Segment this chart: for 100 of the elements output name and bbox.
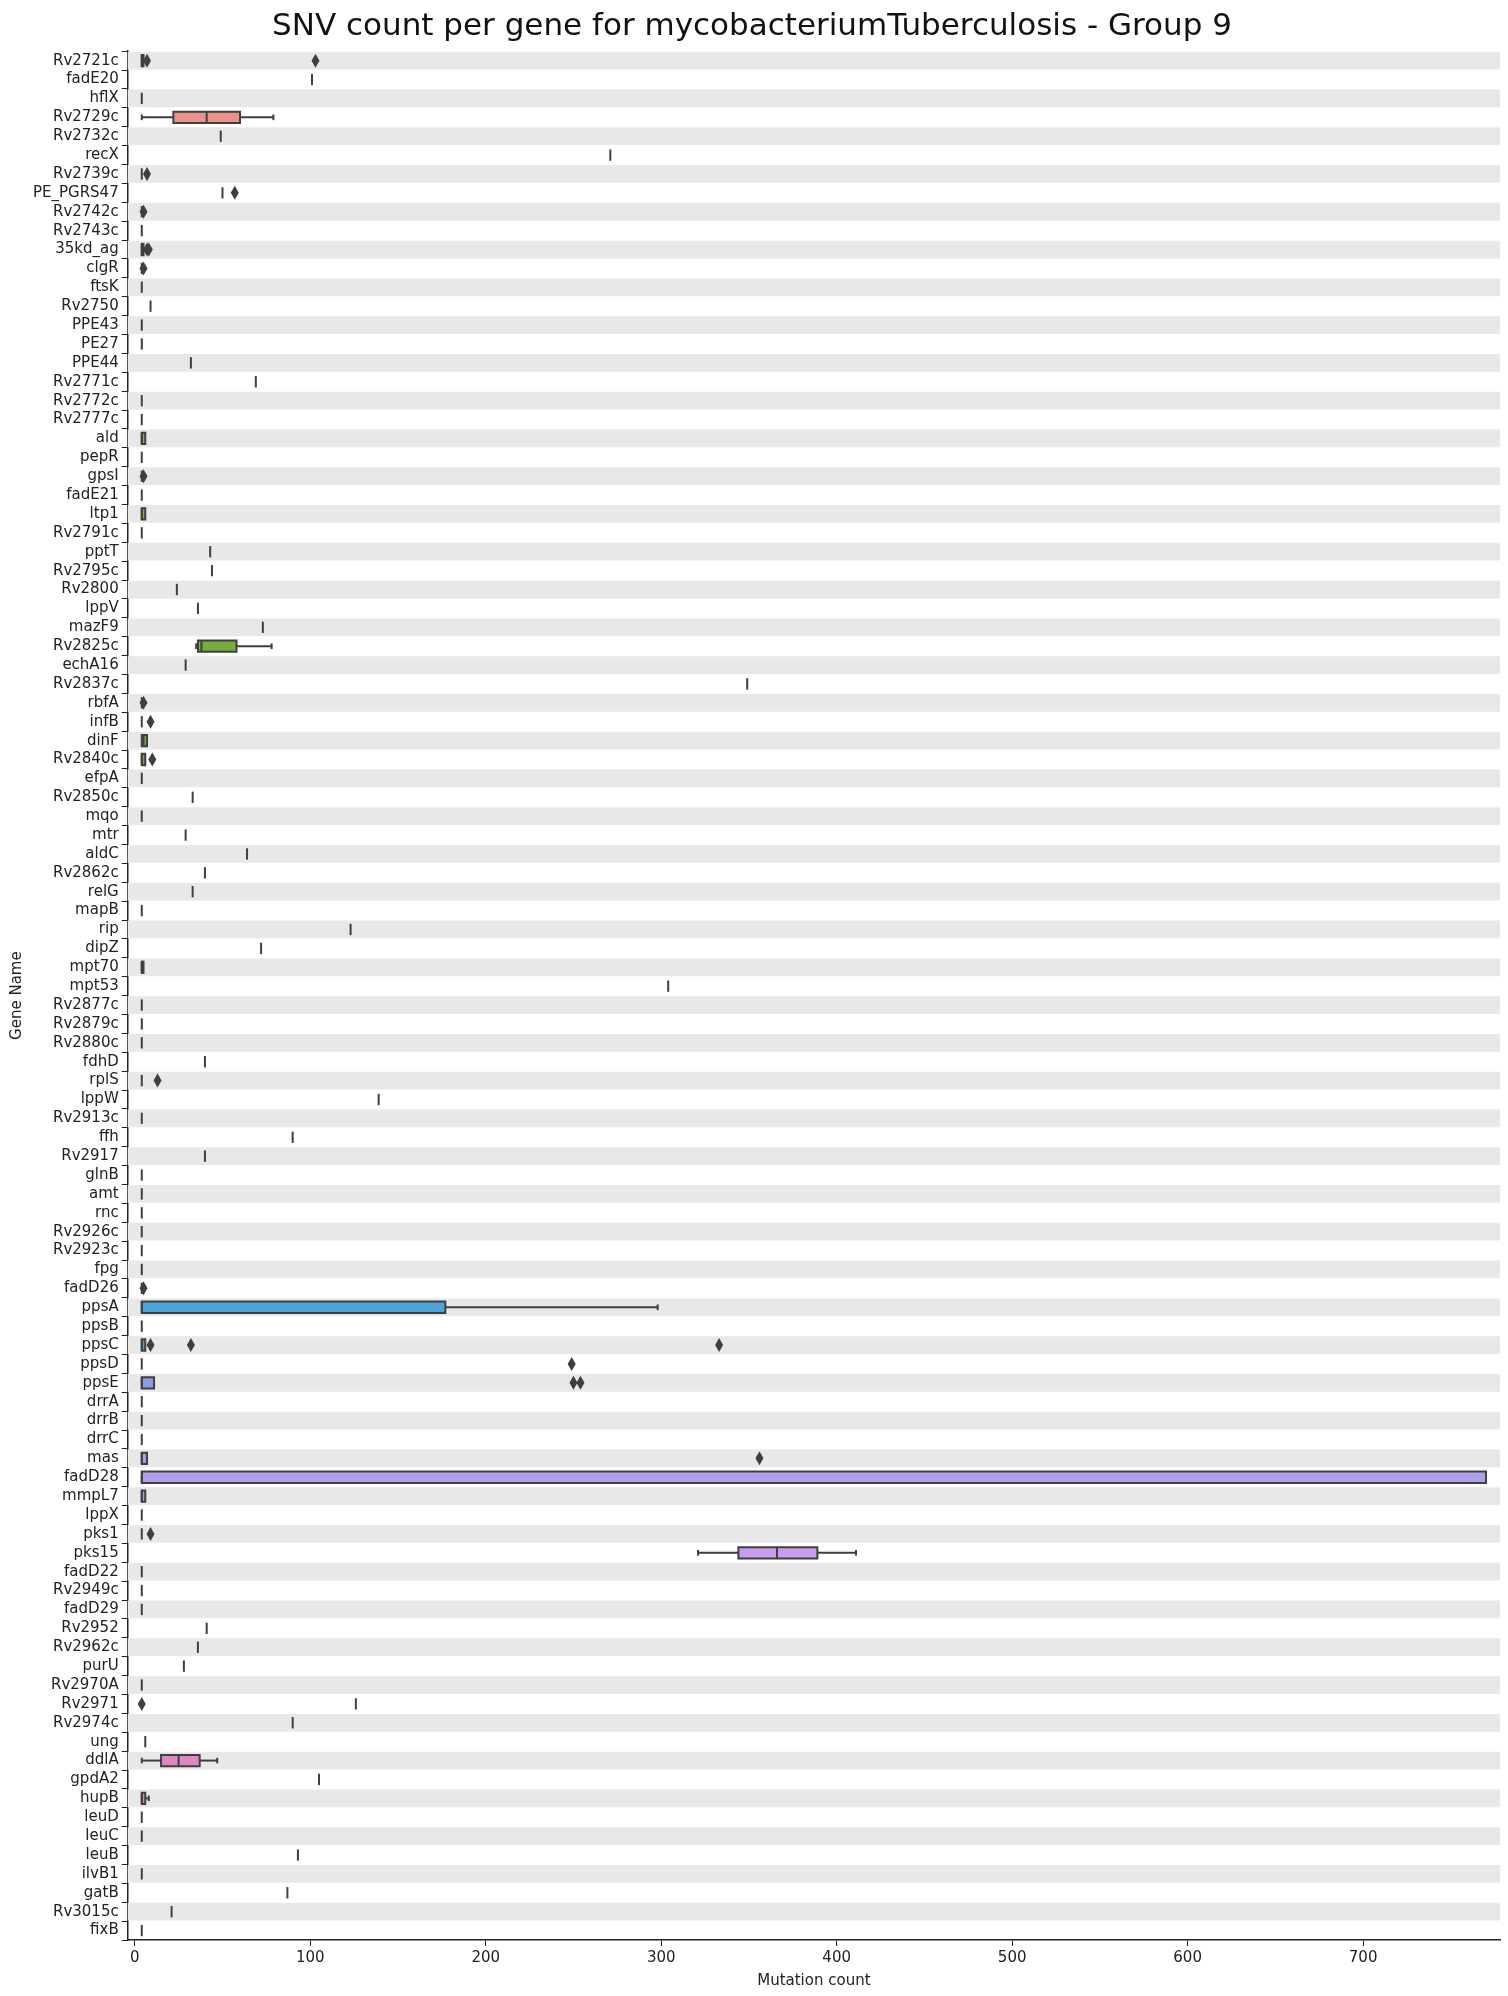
y-tick-label: mmpL7 [62, 1486, 119, 1505]
y-tick-label: fadD26 [64, 1278, 119, 1297]
x-tick-label: 400 [822, 1947, 851, 1966]
y-tick-label: Rv2732c [52, 126, 119, 145]
y-tick-label: Rv2837c [52, 673, 119, 692]
y-tick-label: Rv2742c [52, 201, 119, 220]
y-tick-label: gpsI [87, 466, 119, 485]
y-tick-label: Rv2795c [52, 560, 119, 579]
y-tick-label: PPE43 [72, 314, 119, 333]
y-tick-label: fpg [94, 1259, 119, 1278]
x-axis-title: Mutation count [757, 1970, 871, 1989]
y-axis-title: Gene Name [6, 951, 25, 1040]
y-tick-label: pptT [84, 541, 120, 560]
y-tick-label: PE_PGRS47 [32, 182, 119, 202]
y-tick-label: rnc [95, 1202, 119, 1221]
y-tick-label: ftsK [90, 277, 120, 296]
y-tick-label: fadD29 [64, 1599, 119, 1618]
y-tick-label: Rv2772c [52, 390, 119, 409]
y-tick-label: Rv2743c [52, 220, 119, 239]
y-tick-label: ppsB [81, 1316, 119, 1335]
x-tick-label: 600 [1173, 1947, 1202, 1966]
y-tick-label: Rv2840c [52, 749, 119, 768]
y-tick-label: Rv2721c [52, 50, 119, 69]
y-tick-label: dinF [86, 730, 119, 749]
y-tick-label: fixB [90, 1920, 119, 1939]
y-tick-label: drrC [86, 1429, 119, 1448]
y-tick-label: mtr [92, 824, 120, 843]
y-tick-label: drrA [86, 1391, 120, 1410]
y-tick-label: clgR [86, 258, 119, 277]
y-tick-label: fadE21 [66, 484, 119, 503]
y-tick-label: infB [89, 711, 119, 730]
y-tick-label: rplS [89, 1070, 119, 1089]
y-tick-label: Rv2800 [61, 579, 119, 598]
y-tick-label: rip [98, 919, 119, 938]
x-tick-label: 700 [1348, 1947, 1378, 1966]
y-tick-label: Rv2923c [52, 1240, 119, 1259]
y-tick-label: Rv2917 [61, 1146, 119, 1165]
y-tick-label: Rv2771c [52, 371, 119, 390]
y-tick-label: efpA [84, 768, 120, 787]
y-tick-label: pepR [80, 447, 119, 466]
y-tick-label: lppV [85, 598, 120, 617]
y-tick-label: purU [82, 1656, 119, 1675]
y-tick-label: lppW [80, 1089, 119, 1108]
y-tick-label: rbfA [87, 692, 120, 711]
y-tick-label: amt [89, 1183, 119, 1202]
y-tick-label: Rv2913c [52, 1108, 119, 1127]
y-tick-label: gpdA2 [70, 1769, 119, 1788]
y-tick-label: fadD28 [64, 1467, 119, 1486]
y-tick-label: mqo [85, 806, 119, 825]
y-tick-label: Rv2974c [52, 1712, 119, 1731]
y-tick-label: Rv2949c [52, 1580, 119, 1599]
x-tick-label: 200 [471, 1947, 501, 1966]
y-tick-label: PE27 [81, 333, 119, 352]
y-tick-label: Rv2971 [61, 1693, 119, 1712]
y-tick-label: hflX [89, 88, 119, 107]
y-tick-label: drrB [86, 1410, 119, 1429]
y-tick-label: gatB [83, 1882, 119, 1901]
y-tick-label: mazF9 [68, 617, 119, 636]
y-tick-label: ppsA [81, 1297, 120, 1316]
y-tick-label: Rv2880c [52, 1032, 119, 1051]
y-tick-label: ppsD [80, 1353, 119, 1372]
y-tick-label: pks15 [73, 1542, 119, 1561]
y-tick-label: mas [87, 1448, 119, 1467]
y-tick-label: 35kd_ag [55, 239, 119, 259]
y-tick-label: fdhD [82, 1051, 119, 1070]
y-tick-label: leuD [84, 1807, 119, 1826]
y-tick-label: recX [85, 144, 119, 163]
y-tick-label: aldC [85, 843, 119, 862]
y-tick-label: Rv2877c [52, 994, 119, 1013]
x-tick-label: 500 [997, 1947, 1027, 1966]
y-tick-label: Rv3015c [52, 1901, 119, 1920]
y-tick-label: leuC [85, 1826, 119, 1845]
y-tick-label: echA16 [62, 654, 119, 673]
y-tick-label: ppsC [81, 1334, 119, 1353]
y-tick-label: ffh [98, 1127, 119, 1146]
y-tick-label: ilvB1 [81, 1863, 119, 1882]
y-tick-label: leuB [85, 1844, 119, 1863]
y-tick-label: Rv2970A [50, 1674, 120, 1693]
y-tick-label: Rv2962c [52, 1637, 119, 1656]
y-tick-label: Rv2926c [52, 1221, 119, 1240]
y-tick-label: ung [90, 1731, 119, 1750]
y-tick-label: Rv2952 [61, 1618, 119, 1637]
y-tick-label: mapB [75, 900, 119, 919]
y-tick-label: Rv2791c [52, 522, 119, 541]
y-tick-label: lppX [85, 1504, 119, 1523]
y-tick-label: ald [95, 428, 119, 447]
y-tick-label: Rv2750 [61, 296, 119, 315]
y-tick-label: pks1 [83, 1523, 119, 1542]
x-tick-label: 300 [646, 1947, 676, 1966]
y-tick-label: fadE20 [66, 69, 119, 88]
y-tick-label: ltp1 [89, 503, 119, 522]
chart-title: SNV count per gene for mycobacteriumTuberculosis - Group 9 [272, 5, 1232, 42]
y-tick-label: mpt70 [69, 957, 119, 976]
y-tick-label: ddlA [85, 1750, 120, 1769]
y-tick-label: relG [87, 881, 119, 900]
y-tick-label: fadD22 [64, 1561, 119, 1580]
y-tick-label: Rv2739c [52, 163, 119, 182]
y-tick-label: ppsE [82, 1372, 119, 1391]
y-tick-label: Rv2879c [52, 1013, 119, 1032]
y-tick-label: dipZ [85, 938, 119, 957]
